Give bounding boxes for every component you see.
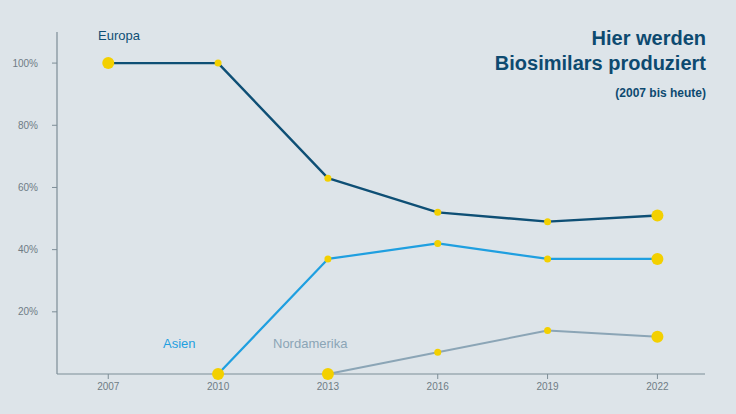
- x-tick-label: 2022: [646, 381, 669, 392]
- data-point: [544, 327, 551, 334]
- data-point: [544, 255, 551, 262]
- x-tick-label: 2007: [97, 381, 120, 392]
- x-tick: [547, 374, 548, 379]
- y-axis: [56, 32, 57, 374]
- y-tick-label: 40%: [18, 244, 38, 255]
- y-tick: [52, 311, 57, 312]
- subtitle: (2007 bis heute): [615, 86, 706, 100]
- y-tick: [52, 187, 57, 188]
- series-line: [218, 243, 657, 374]
- y-tick: [52, 63, 57, 64]
- x-tick: [108, 374, 109, 379]
- data-point: [434, 240, 441, 247]
- data-point: [322, 368, 334, 380]
- y-tick: [52, 249, 57, 250]
- series-line: [328, 330, 657, 374]
- x-tick: [437, 374, 438, 379]
- x-tick-label: 2013: [317, 381, 340, 392]
- x-tick-label: 2019: [536, 381, 559, 392]
- x-tick-label: 2016: [427, 381, 450, 392]
- plot-area: [102, 57, 663, 380]
- data-point: [651, 253, 663, 265]
- y-tick-label: 100%: [12, 58, 38, 69]
- y-tick: [52, 125, 57, 126]
- data-point: [651, 209, 663, 221]
- series-label: Europa: [98, 28, 141, 43]
- x-tick-label: 2010: [207, 381, 230, 392]
- y-tick-label: 60%: [18, 182, 38, 193]
- data-point: [212, 368, 224, 380]
- title: Hier werden Biosimilars produziert: [486, 26, 706, 76]
- y-tick-label: 80%: [18, 120, 38, 131]
- data-point: [324, 175, 331, 182]
- series-label: Asien: [163, 336, 196, 351]
- y-tick-label: 20%: [18, 306, 38, 317]
- data-point: [102, 57, 114, 69]
- data-point: [324, 255, 331, 262]
- x-tick: [657, 374, 658, 379]
- data-point: [434, 349, 441, 356]
- data-point: [544, 218, 551, 225]
- data-point: [215, 60, 222, 67]
- data-point: [651, 331, 663, 343]
- data-point: [434, 209, 441, 216]
- series-line: [108, 63, 657, 222]
- x-axis: [57, 373, 705, 374]
- series-label: Nordamerika: [273, 336, 348, 351]
